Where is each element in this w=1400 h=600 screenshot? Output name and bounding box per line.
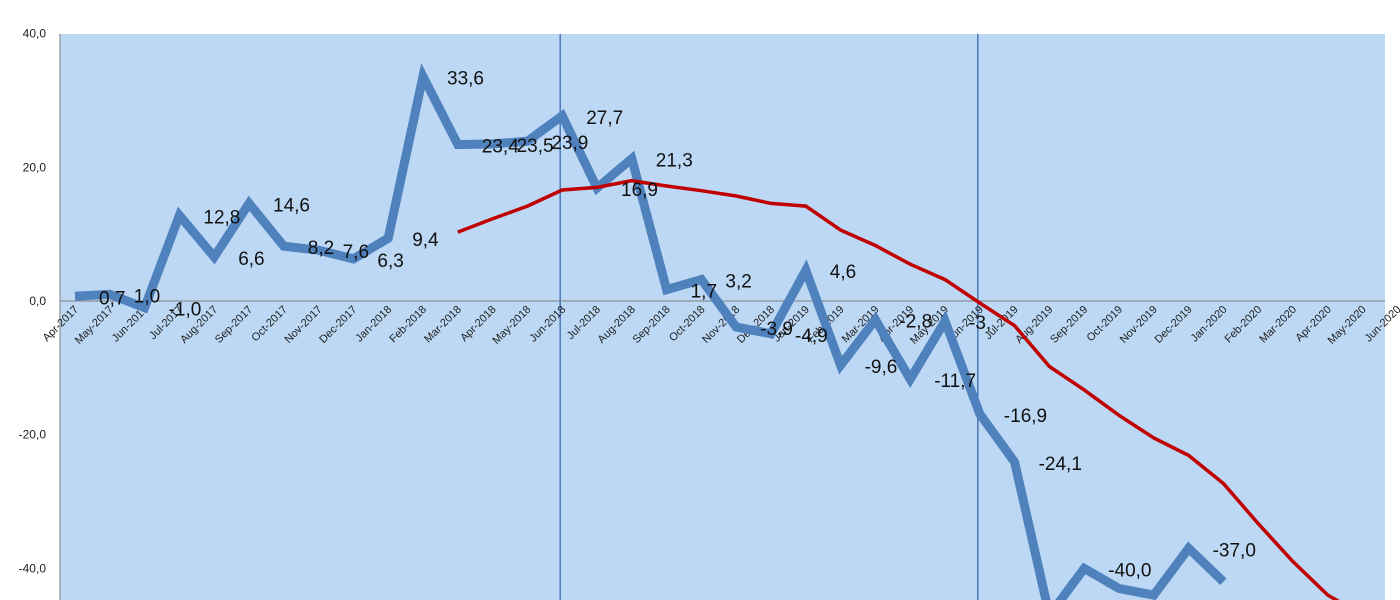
data-label: 33,6 bbox=[447, 68, 484, 89]
data-label: 23,9 bbox=[551, 133, 588, 154]
data-label: -11,7 bbox=[934, 371, 976, 392]
plot-background-layer bbox=[60, 34, 1385, 600]
data-label: 23,4 bbox=[482, 137, 519, 158]
y-tick-label: 40,0 bbox=[23, 27, 47, 41]
data-label: 4,6 bbox=[830, 262, 856, 283]
data-label: 6,3 bbox=[377, 251, 403, 272]
data-label: 21,3 bbox=[656, 151, 693, 172]
y-tick-label: 0,0 bbox=[29, 294, 46, 308]
data-label: -24,1 bbox=[1039, 454, 1082, 475]
data-label: -9,6 bbox=[865, 357, 898, 378]
data-label: -40,0 bbox=[1108, 560, 1151, 581]
series-layer bbox=[74, 63, 1340, 600]
plot-area bbox=[60, 34, 1385, 600]
data-label: 6,6 bbox=[238, 249, 264, 270]
y-tick-label: -40,0 bbox=[19, 561, 47, 575]
data-label: 1,7 bbox=[691, 282, 717, 303]
y-tick-label: 20,0 bbox=[23, 160, 47, 174]
series-line-red bbox=[457, 178, 1340, 600]
data-label: -16,9 bbox=[1004, 406, 1047, 427]
data-label: 1,0 bbox=[134, 286, 160, 307]
data-label: -2,8 bbox=[899, 312, 932, 333]
data-label: 23,5 bbox=[517, 136, 554, 157]
data-label: 0,7 bbox=[99, 288, 125, 309]
data-label: 8,2 bbox=[308, 238, 334, 259]
data-label-layer: 0,7 1,0 -1,0 12,8 6,6 14,6 8,2 7,6 6,3 9,4 33,6 23,… bbox=[99, 68, 1256, 581]
data-label: 7,6 bbox=[343, 242, 369, 263]
data-label: -3, bbox=[969, 313, 991, 334]
data-label: -37,0 bbox=[1213, 540, 1256, 561]
data-label: 27,7 bbox=[586, 108, 623, 129]
series-line-blue bbox=[74, 63, 1227, 600]
data-label: -1,0 bbox=[169, 300, 202, 321]
data-label: -4,9 bbox=[795, 326, 828, 347]
data-label: 12,8 bbox=[203, 207, 240, 228]
data-label: 16,9 bbox=[621, 180, 658, 201]
data-label: 9,4 bbox=[412, 230, 439, 251]
y-tick-label: -20,0 bbox=[19, 428, 47, 442]
data-label: 14,6 bbox=[273, 195, 310, 216]
data-label: 3,2 bbox=[725, 272, 751, 293]
data-label: -3,9 bbox=[760, 319, 793, 340]
